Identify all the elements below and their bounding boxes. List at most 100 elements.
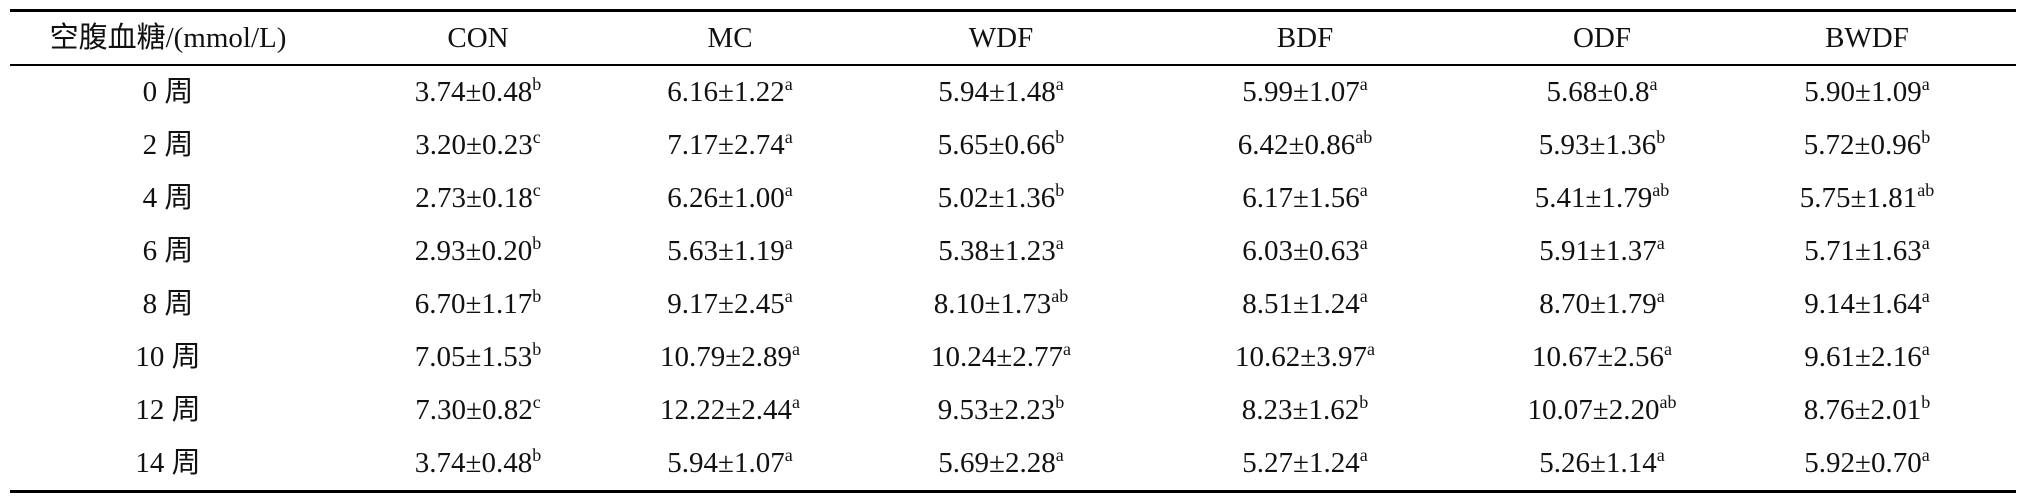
cell-value: 2.73±0.18: [415, 182, 533, 214]
cell-value: 5.38±1.23: [938, 235, 1056, 267]
cell-value: 10.07±2.20: [1527, 394, 1660, 426]
cell-significance: a: [1062, 339, 1071, 359]
data-cell: 5.71±1.63a: [1717, 225, 2017, 277]
cell-significance: a: [1921, 233, 1930, 253]
data-cell: 10.62±3.97a: [1155, 331, 1455, 383]
cell-significance: a: [1359, 233, 1368, 253]
cell-significance: c: [532, 392, 541, 412]
cell-value: 5.69±2.28: [938, 447, 1056, 479]
header-cell: BDF: [1155, 12, 1455, 64]
top-rule: [10, 9, 2016, 12]
cell-value: 5.93±1.36: [1538, 129, 1657, 161]
cell-value: 5.02±1.36: [937, 182, 1056, 214]
cell-significance: a: [784, 127, 793, 147]
row-label-cell: 0 周: [18, 66, 318, 118]
data-cell: 5.91±1.37a: [1452, 225, 1752, 277]
data-cell: 5.68±0.8a: [1452, 66, 1752, 118]
data-cell: 10.67±2.56a: [1452, 331, 1752, 383]
cell-value: 12.22±2.44: [660, 394, 792, 426]
data-cell: 8.76±2.01b: [1717, 384, 2017, 436]
cell-significance: b: [532, 74, 542, 94]
cell-value: 6.17±1.56: [1242, 182, 1360, 214]
cell-significance: a: [784, 74, 793, 94]
row-label: 12 周: [135, 394, 201, 426]
row-label-cell: 12 周: [18, 384, 318, 436]
data-cell: 8.23±1.62b: [1155, 384, 1455, 436]
data-cell: 5.90±1.09a: [1717, 66, 2017, 118]
cell-significance: a: [1055, 445, 1064, 465]
data-cell: 5.75±1.81ab: [1717, 172, 2017, 224]
data-cell: 6.70±1.17b: [328, 278, 628, 330]
cell-value: 6.03±0.63: [1242, 235, 1360, 267]
row-label: 0 周: [142, 76, 194, 108]
cell-value: 5.92±0.70: [1804, 447, 1922, 479]
header-rule: [10, 64, 2016, 66]
data-cell: 5.94±1.48a: [851, 66, 1151, 118]
cell-significance: a: [791, 339, 800, 359]
cell-value: 6.16±1.22: [667, 76, 785, 108]
header-text: BWDF: [1825, 22, 1909, 54]
cell-significance: a: [784, 445, 793, 465]
cell-significance: a: [1656, 286, 1665, 306]
cell-value: 2.93±0.20: [414, 235, 533, 267]
data-cell: 2.93±0.20b: [328, 225, 628, 277]
data-cell: 6.26±1.00a: [580, 172, 880, 224]
cell-value: 5.26±1.14: [1539, 447, 1657, 479]
cell-significance: b: [1921, 127, 1931, 147]
cell-value: 5.94±1.07: [667, 447, 785, 479]
data-cell: 7.30±0.82c: [328, 384, 628, 436]
cell-value: 9.53±2.23: [937, 394, 1056, 426]
data-cell: 5.02±1.36b: [851, 172, 1151, 224]
data-cell: 5.92±0.70a: [1717, 437, 2017, 489]
data-cell: 5.99±1.07a: [1155, 66, 1455, 118]
cell-significance: b: [532, 339, 542, 359]
cell-significance: a: [1921, 286, 1930, 306]
header-cell: CON: [328, 12, 628, 64]
row-label: 8 周: [142, 288, 194, 320]
cell-value: 7.17±2.74: [667, 129, 785, 161]
cell-significance: a: [1656, 233, 1665, 253]
data-cell: 5.69±2.28a: [851, 437, 1151, 489]
data-cell: 10.07±2.20ab: [1452, 384, 1752, 436]
cell-significance: ab: [1659, 392, 1677, 412]
cell-value: 5.68±0.8: [1546, 76, 1650, 108]
cell-significance: b: [532, 286, 542, 306]
cell-value: 5.63±1.19: [667, 235, 785, 267]
data-cell: 12.22±2.44a: [580, 384, 880, 436]
cell-value: 5.72±0.96: [1803, 129, 1922, 161]
cell-significance: ab: [1652, 180, 1670, 200]
cell-value: 10.79±2.89: [660, 341, 792, 373]
cell-value: 8.23±1.62: [1241, 394, 1360, 426]
cell-significance: c: [532, 127, 541, 147]
cell-significance: b: [1055, 180, 1065, 200]
header-cell: MC: [580, 12, 880, 64]
data-cell: 9.53±2.23b: [851, 384, 1151, 436]
cell-value: 9.61±2.16: [1804, 341, 1922, 373]
data-cell: 6.03±0.63a: [1155, 225, 1455, 277]
cell-significance: b: [1359, 392, 1369, 412]
cell-value: 5.94±1.48: [938, 76, 1056, 108]
cell-significance: a: [1921, 339, 1930, 359]
row-label-cell: 4 周: [18, 172, 318, 224]
cell-value: 5.27±1.24: [1242, 447, 1360, 479]
cell-significance: a: [791, 392, 800, 412]
cell-significance: c: [532, 180, 541, 200]
cell-significance: b: [1055, 127, 1065, 147]
cell-significance: a: [784, 233, 793, 253]
cell-significance: ab: [1355, 127, 1373, 147]
cell-significance: a: [1359, 286, 1368, 306]
cell-significance: a: [784, 180, 793, 200]
header-cell: WDF: [851, 12, 1151, 64]
data-cell: 8.51±1.24a: [1155, 278, 1455, 330]
cell-value: 5.41±1.79: [1534, 182, 1653, 214]
header-text: 空腹血糖/(mmol/L): [49, 22, 287, 54]
cell-significance: b: [532, 445, 542, 465]
cell-value: 5.75±1.81: [1799, 182, 1918, 214]
cell-significance: a: [1656, 445, 1665, 465]
cell-significance: a: [1359, 74, 1368, 94]
header-text: BDF: [1276, 22, 1334, 54]
cell-value: 10.62±3.97: [1235, 341, 1367, 373]
data-cell: 5.27±1.24a: [1155, 437, 1455, 489]
cell-value: 7.05±1.53: [414, 341, 533, 373]
